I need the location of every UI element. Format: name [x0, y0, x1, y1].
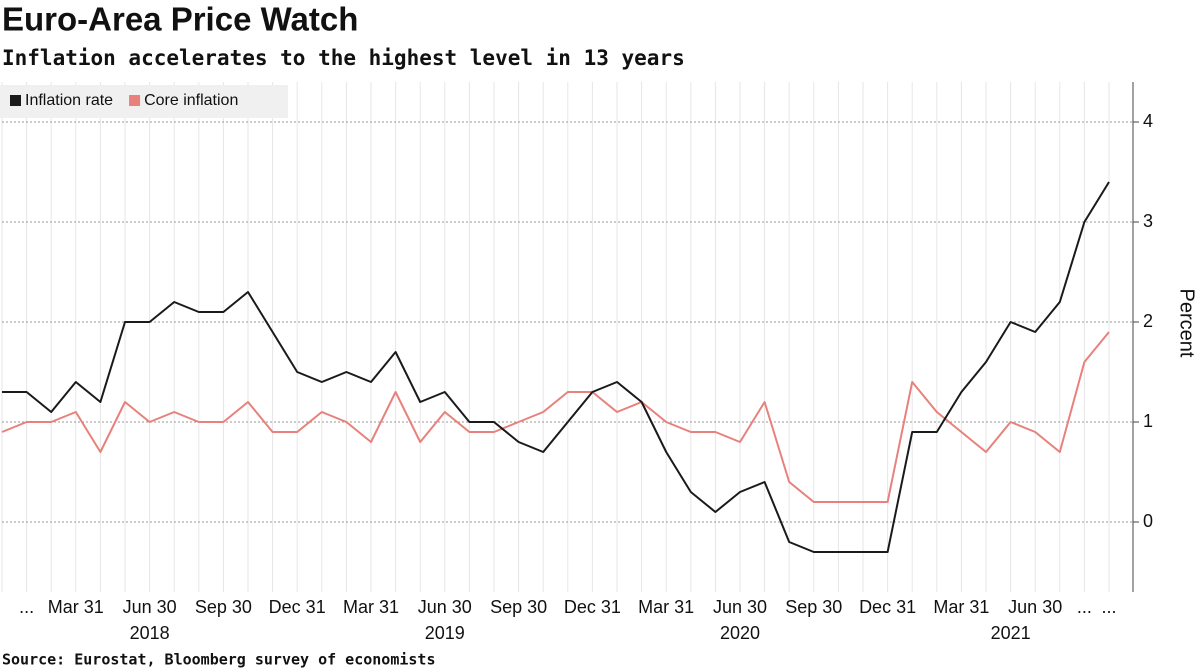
x-tick-label: Dec 31 [564, 597, 621, 617]
x-tick-label: Jun 30 [123, 597, 177, 617]
y-axis-label: Percent [1176, 289, 1198, 358]
legend-swatch [10, 95, 21, 106]
x-tick-label: Jun 30 [713, 597, 767, 617]
x-tick-label: Sep 30 [490, 597, 547, 617]
chart-title: Euro-Area Price Watch [2, 1, 358, 38]
year-label: 2018 [130, 623, 170, 643]
x-tick-label: ... [1101, 597, 1116, 617]
legend-label: Core inflation [144, 92, 238, 109]
x-tick-label: Sep 30 [785, 597, 842, 617]
x-tick-label: Mar 31 [638, 597, 694, 617]
y-tick-label: 3 [1143, 211, 1153, 231]
year-label: 2021 [991, 623, 1031, 643]
year-label: 2020 [720, 623, 760, 643]
x-tick-label: Mar 31 [48, 597, 104, 617]
x-tick-label: Jun 30 [1008, 597, 1062, 617]
y-tick-label: 2 [1143, 311, 1153, 331]
x-tick-label: ... [19, 597, 34, 617]
legend-swatch [129, 95, 141, 106]
x-tick-label: Mar 31 [343, 597, 399, 617]
series-line [2, 181, 1110, 553]
x-tick-label: Sep 30 [195, 597, 252, 617]
x-tick-label: Mar 31 [933, 597, 989, 617]
legend-bg [0, 85, 288, 118]
y-tick-label: 1 [1143, 411, 1153, 431]
legend-label: Inflation rate [25, 92, 113, 109]
x-tick-label: Jun 30 [418, 597, 472, 617]
x-tick-label: Dec 31 [269, 597, 326, 617]
x-tick-label: Dec 31 [859, 597, 916, 617]
series-line [1, 331, 1110, 503]
y-tick-label: 0 [1143, 511, 1153, 531]
year-label: 2019 [425, 623, 465, 643]
source: Source: Eurostat, Bloomberg survey of ec… [2, 651, 435, 669]
y-tick-label: 4 [1143, 111, 1153, 131]
x-tick-label: ... [1077, 597, 1092, 617]
chart-subtitle: Inflation accelerates to the highest lev… [2, 46, 685, 70]
